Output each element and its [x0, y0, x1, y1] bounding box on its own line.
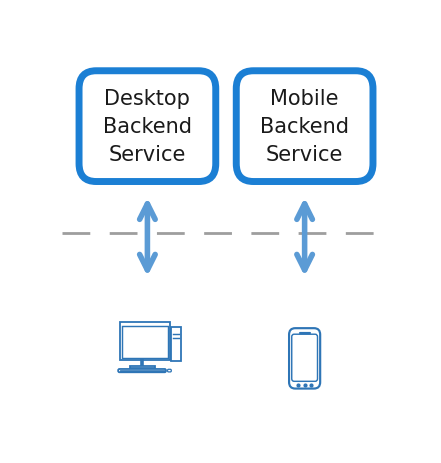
FancyBboxPatch shape: [122, 326, 168, 358]
FancyBboxPatch shape: [120, 323, 170, 361]
FancyBboxPatch shape: [118, 369, 166, 372]
FancyBboxPatch shape: [289, 328, 320, 389]
FancyBboxPatch shape: [236, 72, 373, 182]
FancyBboxPatch shape: [292, 334, 318, 382]
FancyArrowPatch shape: [297, 204, 312, 270]
FancyBboxPatch shape: [168, 369, 171, 372]
FancyBboxPatch shape: [130, 366, 155, 368]
Text: Desktop
Backend
Service: Desktop Backend Service: [103, 89, 192, 165]
FancyBboxPatch shape: [79, 72, 216, 182]
FancyArrowPatch shape: [140, 204, 155, 270]
Text: Mobile
Backend
Service: Mobile Backend Service: [260, 89, 349, 165]
FancyBboxPatch shape: [171, 327, 181, 362]
